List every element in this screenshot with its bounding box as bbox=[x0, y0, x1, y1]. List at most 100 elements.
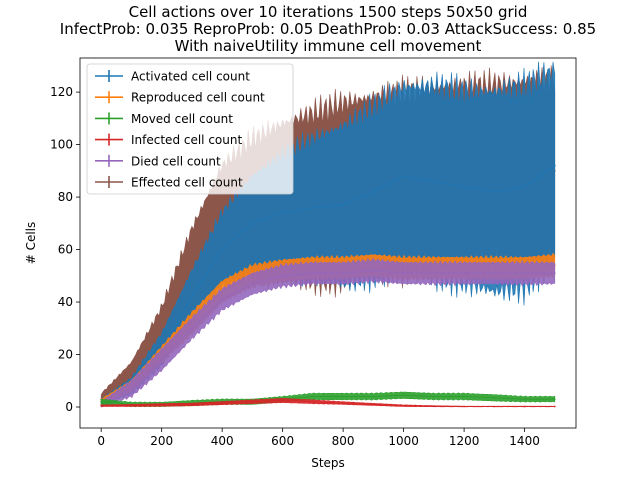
legend-label: Infected cell count bbox=[131, 133, 242, 147]
y-tick-label: 20 bbox=[58, 348, 73, 362]
legend: Activated cell count Reproduced cell coun… bbox=[86, 63, 294, 195]
data-point bbox=[342, 402, 344, 404]
x-tick-label: 600 bbox=[271, 434, 294, 448]
x-tick-label: 0 bbox=[97, 434, 105, 448]
y-axis: 0 20 40 60 80 100 120 bbox=[50, 85, 80, 414]
x-tick-label: 1000 bbox=[388, 434, 419, 448]
data-point bbox=[281, 275, 284, 277]
data-point bbox=[523, 398, 526, 400]
data-point bbox=[160, 358, 163, 361]
y-tick-label: 60 bbox=[58, 243, 73, 257]
series-died-cell-count bbox=[100, 257, 556, 408]
data-point bbox=[312, 395, 314, 398]
legend-entry: Infected cell count bbox=[95, 133, 242, 147]
axes-frame bbox=[79, 57, 577, 429]
y-tick-label: 80 bbox=[58, 190, 73, 204]
data-point bbox=[191, 403, 193, 406]
series-infected-cell-count bbox=[100, 397, 556, 408]
data-point bbox=[312, 400, 314, 403]
data-point bbox=[372, 269, 375, 272]
data-point bbox=[372, 403, 375, 406]
data-point bbox=[251, 282, 254, 285]
data-point bbox=[463, 272, 465, 274]
chart-title-line-3: With naiveUtility immune cell movement bbox=[175, 37, 482, 55]
data-point bbox=[402, 175, 405, 177]
legend-box bbox=[86, 63, 294, 195]
data-point bbox=[130, 387, 133, 390]
data-point bbox=[402, 404, 405, 407]
legend-entry: Reproduced cell count bbox=[95, 91, 265, 105]
data-point bbox=[433, 395, 435, 398]
data-point bbox=[251, 400, 254, 403]
data-point bbox=[130, 374, 133, 377]
data-point bbox=[372, 395, 375, 398]
data-point bbox=[281, 212, 284, 214]
data-point bbox=[493, 397, 496, 399]
data-point bbox=[221, 298, 223, 301]
data-point bbox=[312, 206, 314, 209]
data-point bbox=[100, 400, 102, 403]
data-point bbox=[493, 191, 496, 193]
data-point bbox=[342, 272, 344, 274]
data-point bbox=[130, 404, 133, 407]
legend-label: Reproduced cell count bbox=[131, 91, 265, 105]
data-point bbox=[433, 180, 435, 183]
plot-area bbox=[100, 61, 556, 408]
x-tick-label: 1400 bbox=[509, 434, 540, 448]
data-point bbox=[463, 185, 465, 188]
legend-label: Effected cell count bbox=[131, 176, 243, 190]
legend-label: Died cell count bbox=[131, 154, 221, 168]
data-point bbox=[312, 272, 314, 274]
data-point bbox=[554, 164, 556, 167]
data-point bbox=[402, 272, 405, 274]
data-point bbox=[402, 394, 405, 396]
mean-line bbox=[100, 165, 556, 403]
data-point bbox=[221, 402, 223, 404]
chart-title-line-2: InfectProb: 0.035 ReproProb: 0.05 DeathP… bbox=[60, 20, 596, 38]
data-point bbox=[251, 222, 254, 225]
mean-line bbox=[100, 270, 555, 405]
chart-title-line-1: Cell actions over 10 iterations 1500 ste… bbox=[129, 3, 528, 21]
chart-title: Cell actions over 10 iterations 1500 ste… bbox=[60, 3, 596, 55]
legend-label: Activated cell count bbox=[131, 70, 250, 84]
y-tick-label: 40 bbox=[58, 295, 73, 309]
data-point bbox=[493, 405, 496, 408]
data-point bbox=[221, 248, 223, 251]
data-point bbox=[554, 398, 556, 400]
legend-entry: Died cell count bbox=[95, 154, 221, 168]
mean-line bbox=[101, 399, 555, 407]
data-point bbox=[281, 399, 284, 402]
data-point bbox=[342, 204, 344, 206]
x-tick-label: 1200 bbox=[449, 434, 480, 448]
data-point bbox=[463, 405, 465, 408]
data-point bbox=[100, 404, 102, 407]
data-point bbox=[372, 191, 375, 193]
y-tick-label: 100 bbox=[50, 138, 73, 152]
y-tick-label: 0 bbox=[65, 400, 73, 414]
x-tick-label: 800 bbox=[332, 434, 355, 448]
data-point bbox=[191, 327, 193, 330]
data-point bbox=[191, 295, 193, 298]
data-point bbox=[523, 405, 526, 408]
x-tick-label: 400 bbox=[211, 434, 234, 448]
y-tick-label: 120 bbox=[50, 85, 73, 99]
x-tick-label: 200 bbox=[150, 434, 173, 448]
data-point bbox=[554, 272, 556, 274]
y-axis-label: # Cells bbox=[24, 222, 38, 265]
x-axis: 0 200 400 600 800 1000 1200 1400 bbox=[97, 428, 540, 448]
data-point bbox=[463, 395, 465, 398]
data-point bbox=[160, 404, 163, 406]
data-point bbox=[523, 185, 526, 188]
data-point bbox=[493, 272, 496, 274]
legend-entry: Effected cell count bbox=[95, 176, 243, 190]
data-point bbox=[342, 395, 344, 398]
data-point bbox=[523, 272, 526, 274]
legend-entry: Activated cell count bbox=[95, 70, 250, 84]
data-point bbox=[554, 405, 556, 408]
data-point bbox=[433, 405, 435, 408]
legend-label: Moved cell count bbox=[131, 112, 233, 126]
legend-entry: Moved cell count bbox=[95, 112, 233, 126]
data-point bbox=[433, 272, 435, 274]
x-axis-label: Steps bbox=[311, 456, 345, 470]
